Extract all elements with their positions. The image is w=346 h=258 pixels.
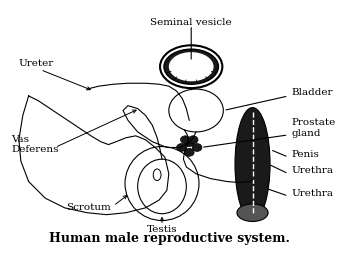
Ellipse shape [235, 108, 270, 221]
Ellipse shape [164, 49, 218, 84]
Text: Urethra: Urethra [291, 166, 334, 175]
Text: Urethra: Urethra [291, 189, 334, 198]
Ellipse shape [188, 136, 198, 144]
Text: Scrotum: Scrotum [67, 203, 111, 212]
Text: Ureter: Ureter [19, 59, 54, 68]
Text: Human male reproductive system.: Human male reproductive system. [49, 232, 290, 245]
Text: Seminal vesicle: Seminal vesicle [151, 18, 232, 27]
Text: Vas
Deferens: Vas Deferens [11, 135, 58, 154]
Ellipse shape [237, 204, 268, 221]
Ellipse shape [184, 148, 194, 156]
Text: Penis: Penis [291, 150, 319, 159]
Ellipse shape [169, 52, 213, 81]
Ellipse shape [176, 144, 186, 151]
Ellipse shape [184, 139, 194, 147]
Text: Prostate
gland: Prostate gland [291, 118, 336, 138]
Text: Testis: Testis [147, 225, 177, 234]
Text: Bladder: Bladder [291, 88, 333, 98]
Ellipse shape [192, 144, 202, 151]
Ellipse shape [181, 136, 190, 144]
